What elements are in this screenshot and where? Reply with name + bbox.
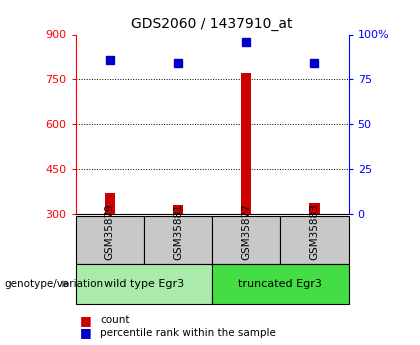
- Bar: [310, 204, 320, 214]
- Text: truncated Egr3: truncated Egr3: [239, 279, 322, 289]
- Text: ■: ■: [80, 314, 92, 327]
- Text: GSM35877: GSM35877: [241, 204, 251, 260]
- Text: percentile rank within the sample: percentile rank within the sample: [100, 328, 276, 338]
- Text: ■: ■: [80, 326, 92, 339]
- Text: wild type Egr3: wild type Egr3: [104, 279, 184, 289]
- Text: GSM35881: GSM35881: [173, 204, 183, 260]
- Text: GSM35883: GSM35883: [310, 204, 320, 260]
- Bar: [241, 73, 251, 214]
- Bar: [105, 193, 115, 214]
- Text: GSM35879: GSM35879: [105, 204, 115, 260]
- Text: count: count: [100, 315, 129, 325]
- Text: genotype/variation: genotype/variation: [4, 279, 103, 289]
- Bar: [173, 205, 183, 214]
- Title: GDS2060 / 1437910_at: GDS2060 / 1437910_at: [131, 17, 293, 31]
